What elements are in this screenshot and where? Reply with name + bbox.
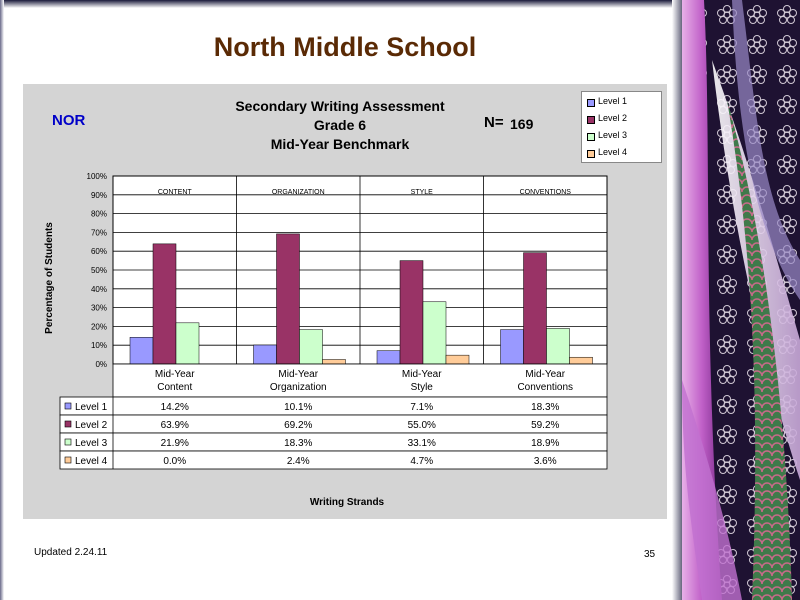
data-table-legend-key <box>64 456 72 464</box>
chart-legend: Level 1 Level 2 Level 3 Level 4 <box>581 91 662 163</box>
data-table-legend-key <box>64 402 72 410</box>
data-table-legend-key <box>64 420 72 428</box>
x-axis-title: Writing Strands <box>310 497 385 508</box>
category-label: Style <box>411 382 434 393</box>
bar-level-3 <box>299 329 323 365</box>
category-label: Mid-Year <box>278 369 318 380</box>
y-tick-label: 100% <box>87 172 107 181</box>
page-title: North Middle School <box>213 32 477 62</box>
group-header-label: CONTENT <box>158 189 193 196</box>
n-label: N= <box>484 114 504 131</box>
data-table-series-name: Level 1 <box>75 402 108 413</box>
category-label: Mid-Year <box>525 369 565 380</box>
data-table-value: 21.9% <box>161 438 189 449</box>
data-table-value: 7.1% <box>410 402 433 413</box>
category-label: Content <box>157 382 192 393</box>
bar-level-1 <box>129 337 154 365</box>
data-table-value: 18.3% <box>284 438 312 449</box>
data-table-value: 59.2% <box>531 420 559 431</box>
data-table-row <box>59 396 608 416</box>
bar-level-4 <box>569 356 593 365</box>
data-table-value: 63.9% <box>161 420 189 431</box>
legend-label-level-1: Level 1 <box>598 96 628 106</box>
y-tick-label: 30% <box>91 304 107 313</box>
bar-level-2 <box>276 233 300 365</box>
y-tick-label: 50% <box>91 266 107 275</box>
y-tick-label: 20% <box>91 322 107 331</box>
chart-title-line-2: Grade 6 <box>313 117 367 133</box>
data-table-row <box>59 414 608 434</box>
n-value: 169 <box>510 116 534 132</box>
bar-level-2 <box>152 243 177 365</box>
category-label: Organization <box>270 382 327 393</box>
data-table-legend-key <box>64 438 72 446</box>
chart-title-line-3: Mid-Year Benchmark <box>270 136 410 152</box>
data-table-category-row <box>112 363 608 398</box>
group-header-label: CONVENTIONS <box>520 189 572 196</box>
y-tick-label: 80% <box>91 210 107 219</box>
data-table-value: 10.1% <box>284 402 312 413</box>
data-table-value: 14.2% <box>161 402 189 413</box>
legend-swatch-level-4 <box>587 150 595 158</box>
legend-label-level-3: Level 3 <box>598 130 628 140</box>
bar-level-3 <box>546 328 570 365</box>
floral-pattern-image <box>682 0 800 600</box>
y-tick-label: 40% <box>91 285 107 294</box>
data-table-value: 2.4% <box>287 456 310 467</box>
data-table-value: 18.9% <box>531 438 559 449</box>
bar-level-4 <box>445 354 470 365</box>
bar-level-4 <box>322 359 346 365</box>
data-table-value: 0.0% <box>163 456 186 467</box>
data-table-value: 4.7% <box>410 456 433 467</box>
bar-level-3 <box>422 301 447 365</box>
bar-level-2 <box>523 252 547 365</box>
bar-level-1 <box>500 329 524 365</box>
y-tick-label: 10% <box>91 341 107 350</box>
legend-swatch-level-2 <box>587 116 595 124</box>
legend-swatch-level-1 <box>587 99 595 107</box>
legend-label-level-4: Level 4 <box>598 147 628 157</box>
bar-level-1 <box>376 350 401 365</box>
y-tick-label: 90% <box>91 191 107 200</box>
data-table-row <box>59 450 608 470</box>
data-table-value: 18.3% <box>531 402 559 413</box>
category-label: Mid-Year <box>402 369 442 380</box>
bar-level-1 <box>253 344 277 365</box>
school-code: NOR <box>52 112 86 129</box>
data-table-value: 3.6% <box>534 456 557 467</box>
y-tick-label: 0% <box>95 360 107 369</box>
data-table-value: 33.1% <box>408 438 436 449</box>
bar-level-2 <box>399 260 424 365</box>
left-shadow <box>0 0 4 600</box>
data-table-value: 55.0% <box>408 420 436 431</box>
category-label: Mid-Year <box>155 369 195 380</box>
chart-title-line-1: Secondary Writing Assessment <box>235 98 445 114</box>
data-table-value: 69.2% <box>284 420 312 431</box>
page-number: 35 <box>644 549 656 560</box>
y-axis-title: Percentage of Students <box>44 222 55 334</box>
bar-level-3 <box>175 322 200 365</box>
y-tick-label: 70% <box>91 228 107 237</box>
y-tick-label: 60% <box>91 247 107 256</box>
data-table-series-name: Level 3 <box>75 438 108 449</box>
decorative-floral-panel <box>682 0 800 600</box>
data-table-series-name: Level 4 <box>75 456 108 467</box>
group-header-label: ORGANIZATION <box>272 189 325 196</box>
top-shadow <box>0 0 690 8</box>
group-header-label: STYLE <box>411 189 434 196</box>
category-label: Conventions <box>517 382 573 393</box>
legend-label-level-2: Level 2 <box>598 113 628 123</box>
data-table-row <box>59 432 608 452</box>
data-table-series-name: Level 2 <box>75 420 108 431</box>
legend-swatch-level-3 <box>587 133 595 141</box>
updated-date: Updated 2.24.11 <box>34 547 108 558</box>
